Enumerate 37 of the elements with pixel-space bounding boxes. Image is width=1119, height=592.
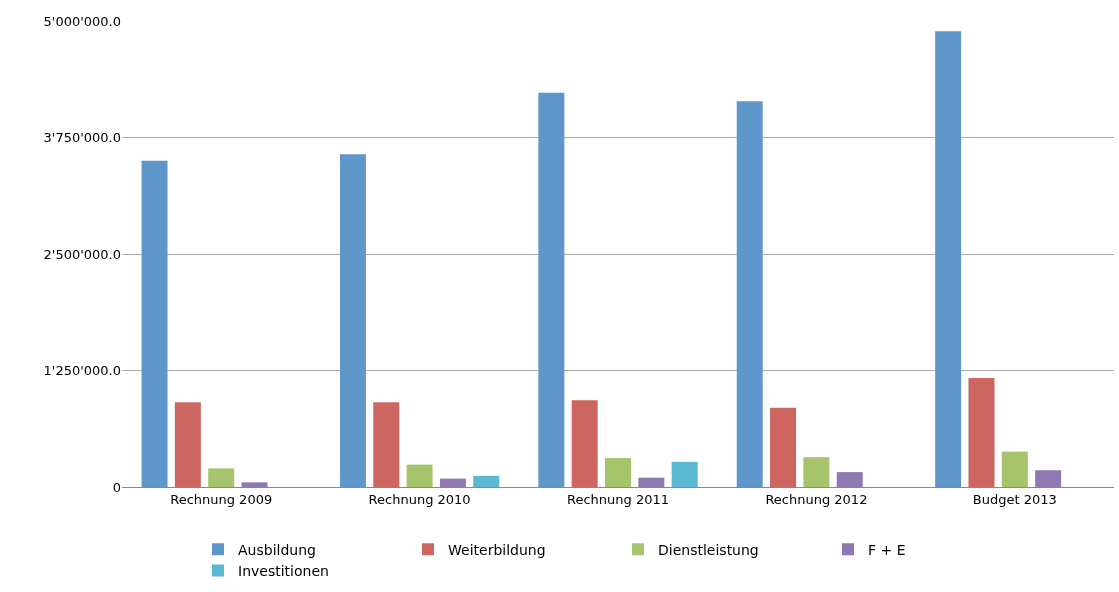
legend-label: Dienstleistung <box>658 541 759 558</box>
bar <box>538 92 565 487</box>
x-tick-label: Rechnung 2012 <box>765 491 868 507</box>
x-tick-label: Rechnung 2009 <box>170 491 273 507</box>
y-tick-label: 2'500'000.0 <box>43 246 121 262</box>
bar <box>1001 451 1028 487</box>
bar <box>1035 470 1062 487</box>
bar <box>473 475 500 487</box>
bar <box>671 461 698 487</box>
bar <box>935 31 962 487</box>
bar <box>208 468 235 487</box>
bar <box>373 402 400 487</box>
bar <box>406 464 433 487</box>
legend-label: Ausbildung <box>238 541 316 558</box>
bar <box>439 478 466 487</box>
bar <box>605 458 631 487</box>
legend-label: Weiterbildung <box>448 541 546 558</box>
y-tick-label: 3'750'000.0 <box>43 130 121 146</box>
bar <box>571 400 598 487</box>
x-tick-label: Rechnung 2011 <box>566 491 670 507</box>
y-tick-label: 0 <box>112 479 121 495</box>
bar <box>339 154 366 487</box>
legend-label: F + E <box>868 541 906 558</box>
bar <box>770 407 797 487</box>
bar <box>968 377 995 487</box>
bar <box>803 457 830 487</box>
legend-label: Investitionen <box>238 562 329 579</box>
y-tick-label: 5'000'000.0 <box>43 13 121 29</box>
x-tick-label: Rechnung 2010 <box>368 491 471 507</box>
y-tick-label: 1'250'000.0 <box>43 363 121 379</box>
x-tick-label: Budget 2013 <box>972 491 1057 507</box>
bar <box>736 101 763 487</box>
bar <box>836 472 863 487</box>
bar <box>174 402 201 487</box>
bar <box>241 482 268 487</box>
bar <box>141 160 168 487</box>
bar <box>638 477 665 487</box>
